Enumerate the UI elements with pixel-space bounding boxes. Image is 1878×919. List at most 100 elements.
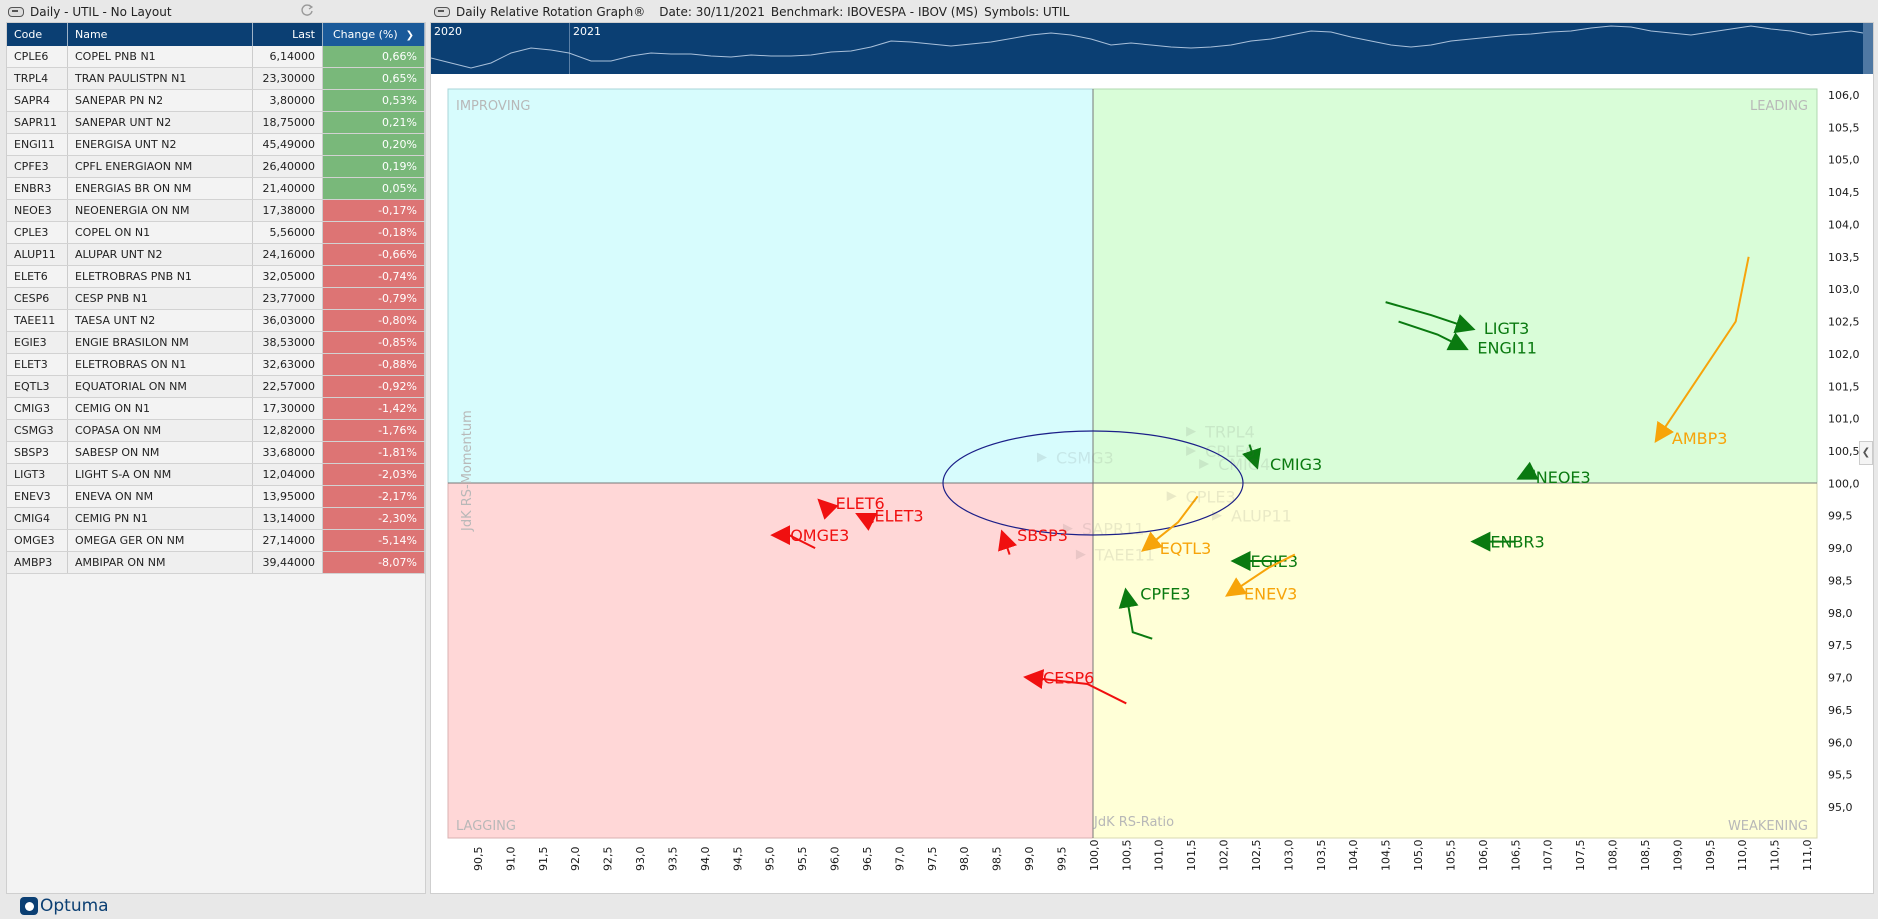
- column-header-name[interactable]: Name: [67, 23, 253, 46]
- cell-change: 0,66%: [322, 46, 425, 68]
- rrg-head-marker: [1037, 452, 1048, 463]
- rrg-series-taee11[interactable]: TAEE11: [1075, 546, 1155, 565]
- rrg-series-enbr3[interactable]: ENBR3: [1470, 531, 1545, 552]
- rrg-series-enev3[interactable]: ENEV3: [1225, 553, 1297, 604]
- rrg-symbol-label[interactable]: ENGI11: [1477, 338, 1537, 357]
- cell-last: 17,38000: [252, 199, 323, 222]
- table-row[interactable]: AMBP3 AMBIPAR ON NM 39,44000 -8,07%: [7, 551, 425, 574]
- rrg-symbol-label[interactable]: LIGT3: [1484, 319, 1529, 338]
- rrg-series-csmg3[interactable]: CSMG3: [1037, 448, 1114, 467]
- column-header-change[interactable]: Change (%) ❯: [322, 23, 425, 46]
- cell-last: 45,49000: [252, 133, 323, 156]
- table-row[interactable]: TRPL4 TRAN PAULISTPN N1 23,30000 0,65%: [7, 67, 425, 90]
- rrg-symbol-label[interactable]: CSMG3: [1056, 448, 1114, 467]
- table-row[interactable]: CMIG4 CEMIG PN N1 13,14000 -2,30%: [7, 507, 425, 530]
- rrg-series-ambp3[interactable]: AMBP3: [1654, 256, 1750, 448]
- link-icon[interactable]: [8, 7, 24, 17]
- x-tick-label: 110,5: [1769, 840, 1782, 872]
- table-row[interactable]: CPLE3 COPEL ON N1 5,56000 -0,18%: [7, 221, 425, 244]
- rrg-symbol-label[interactable]: CESP6: [1043, 669, 1094, 688]
- rrg-symbol-label[interactable]: TRPL4: [1204, 423, 1255, 442]
- rrg-symbol-label[interactable]: EGIE3: [1251, 552, 1299, 571]
- table-row[interactable]: ENEV3 ENEVA ON NM 13,95000 -2,17%: [7, 485, 425, 508]
- rrg-symbol-label[interactable]: CMIG4: [1218, 455, 1270, 474]
- cell-change: -1,81%: [322, 441, 425, 464]
- rrg-symbol-label[interactable]: NEOE3: [1536, 468, 1591, 487]
- navigator-scroll-handle[interactable]: [1863, 23, 1873, 74]
- column-header-last[interactable]: Last: [252, 23, 323, 46]
- column-header-code[interactable]: Code: [7, 23, 68, 46]
- table-row[interactable]: CSMG3 COPASA ON NM 12,82000 -1,76%: [7, 419, 425, 442]
- rrg-series-omge3[interactable]: OMGE3: [770, 525, 849, 549]
- date-navigator[interactable]: 2020 2021: [431, 23, 1873, 74]
- rrg-series-cesp6[interactable]: CESP6: [1023, 669, 1127, 705]
- cell-code: NEOE3: [7, 199, 68, 222]
- rrg-series-elet3[interactable]: ELET3: [855, 507, 924, 531]
- rrg-symbol-label[interactable]: CMIG3: [1270, 455, 1322, 474]
- rrg-symbol-label[interactable]: EQTL3: [1160, 539, 1212, 558]
- rrg-series-eqtl3[interactable]: EQTL3: [1141, 495, 1212, 558]
- table-row[interactable]: SBSP3 SABESP ON NM 33,68000 -1,81%: [7, 441, 425, 464]
- rrg-series-elet6[interactable]: ELET6: [817, 494, 885, 520]
- table-row[interactable]: OMGE3 OMEGA GER ON NM 27,14000 -5,14%: [7, 529, 425, 552]
- rrg-series-cple6[interactable]: CPLE6: [1186, 442, 1255, 461]
- rrg-symbol-label[interactable]: OMGE3: [790, 526, 849, 545]
- cell-last: 6,14000: [252, 46, 323, 68]
- y-tick-label: 100,5: [1828, 445, 1860, 458]
- rrg-series-cple3[interactable]: CPLE3: [1166, 487, 1236, 506]
- rrg-symbol-label[interactable]: SBSP3: [1017, 526, 1068, 545]
- cell-change: -2,17%: [322, 485, 425, 508]
- table-row[interactable]: TAEE11 TAESA UNT N2 36,03000 -0,80%: [7, 309, 425, 332]
- x-tick-label: 107,5: [1574, 840, 1587, 872]
- table-row[interactable]: NEOE3 NEOENERGIA ON NM 17,38000 -0,17%: [7, 199, 425, 222]
- y-tick-label: 97,5: [1828, 639, 1853, 652]
- sort-chevron-down-icon[interactable]: ❯: [405, 30, 415, 41]
- rrg-symbol-label[interactable]: CPLE6: [1205, 442, 1255, 461]
- rrg-symbol-label[interactable]: CPLE3: [1186, 487, 1236, 506]
- rrg-head-marker: [1166, 491, 1177, 502]
- table-row[interactable]: EGIE3 ENGIE BRASILON NM 38,53000 -0,85%: [7, 331, 425, 354]
- table-row[interactable]: LIGT3 LIGHT S-A ON NM 12,04000 -2,03%: [7, 463, 425, 486]
- table-row[interactable]: SAPR4 SANEPAR PN N2 3,80000 0,53%: [7, 89, 425, 112]
- rrg-symbol-label[interactable]: TAEE11: [1094, 546, 1155, 565]
- rrg-symbol-label[interactable]: ELET3: [874, 507, 923, 526]
- table-row[interactable]: ENBR3 ENERGIAS BR ON NM 21,40000 0,05%: [7, 177, 425, 200]
- rrg-series-alup11[interactable]: ALUP11: [1212, 507, 1292, 526]
- rrg-series-neoe3[interactable]: NEOE3: [1516, 461, 1591, 487]
- rrg-series-sapr11[interactable]: SAPR11: [1062, 520, 1145, 539]
- rrg-series-cpfe3[interactable]: CPFE3: [1118, 584, 1191, 640]
- table-row[interactable]: CPFE3 CPFL ENERGIAON NM 26,40000 0,19%: [7, 155, 425, 178]
- table-row[interactable]: CESP6 CESP PNB N1 23,77000 -0,79%: [7, 287, 425, 310]
- table-row[interactable]: CPLE6 COPEL PNB N1 6,14000 0,66%: [7, 46, 425, 68]
- cell-code: CMIG4: [7, 507, 68, 530]
- rrg-series-trpl4[interactable]: TRPL4: [1186, 423, 1255, 442]
- table-row[interactable]: ELET3 ELETROBRAS ON N1 32,63000 -0,88%: [7, 353, 425, 376]
- rrg-series-egie3[interactable]: EGIE3: [1230, 551, 1299, 572]
- table-row[interactable]: CMIG3 CEMIG ON N1 17,30000 -1,42%: [7, 397, 425, 420]
- rrg-series-cmig3[interactable]: CMIG3: [1242, 444, 1322, 474]
- table-row[interactable]: SAPR11 SANEPAR UNT N2 18,75000 0,21%: [7, 111, 425, 134]
- y-tick-label: 100,0: [1828, 477, 1860, 490]
- table-row[interactable]: ALUP11 ALUPAR UNT N2 24,16000 -0,66%: [7, 243, 425, 266]
- rrg-symbol-label[interactable]: ALUP11: [1231, 507, 1292, 526]
- rrg-series-sbsp3[interactable]: SBSP3: [998, 526, 1068, 555]
- table-row[interactable]: ENGI11 ENERGISA UNT N2 45,49000 0,20%: [7, 133, 425, 156]
- cell-code: ENGI11: [7, 133, 68, 156]
- cell-last: 3,80000: [252, 89, 323, 112]
- refresh-icon[interactable]: [300, 3, 314, 17]
- rrg-symbol-label[interactable]: CPFE3: [1140, 584, 1190, 603]
- rrg-symbol-label[interactable]: SAPR11: [1082, 520, 1145, 539]
- rrg-series-engi11[interactable]: ENGI11: [1398, 320, 1537, 358]
- link-icon[interactable]: [434, 7, 450, 17]
- rrg-series-ligt3[interactable]: LIGT3: [1385, 301, 1530, 338]
- rrg-symbol-label[interactable]: ENBR3: [1490, 533, 1544, 552]
- rrg-symbol-label[interactable]: ELET6: [836, 494, 885, 513]
- rrg-series-cmig4[interactable]: CMIG4: [1199, 455, 1270, 474]
- rrg-symbol-label[interactable]: ENEV3: [1244, 584, 1297, 603]
- collapse-panel-chevron-left-icon[interactable]: ❮: [1859, 441, 1873, 465]
- rrg-symbol-label[interactable]: AMBP3: [1672, 429, 1728, 448]
- cell-name: ENEVA ON NM: [67, 485, 253, 508]
- table-row[interactable]: ELET6 ELETROBRAS PNB N1 32,05000 -0,74%: [7, 265, 425, 288]
- cell-last: 12,82000: [252, 419, 323, 442]
- table-row[interactable]: EQTL3 EQUATORIAL ON NM 22,57000 -0,92%: [7, 375, 425, 398]
